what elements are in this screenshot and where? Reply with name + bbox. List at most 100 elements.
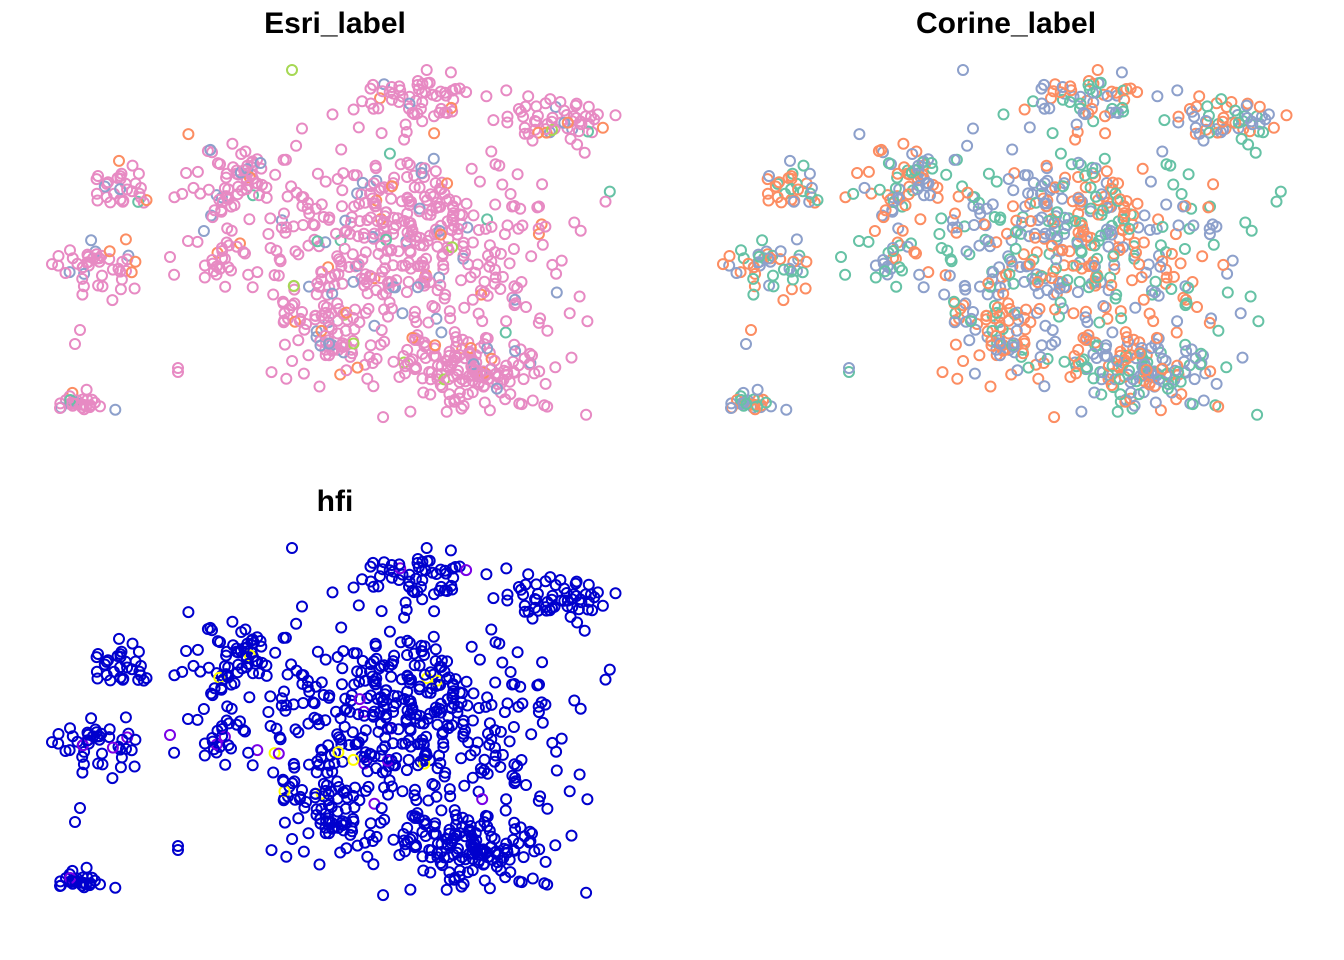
data-point bbox=[1174, 257, 1187, 270]
data-point bbox=[1089, 190, 1102, 203]
data-point bbox=[221, 191, 234, 204]
data-point bbox=[319, 653, 332, 666]
data-point bbox=[74, 324, 86, 336]
data-point bbox=[508, 777, 521, 790]
data-point bbox=[103, 245, 116, 258]
data-point bbox=[335, 817, 348, 830]
data-point bbox=[387, 355, 400, 368]
data-point bbox=[434, 857, 447, 870]
esri-panel: Esri_label bbox=[46, 7, 622, 424]
data-point bbox=[128, 282, 141, 295]
data-point bbox=[1041, 352, 1054, 365]
data-point bbox=[164, 251, 176, 263]
data-point bbox=[352, 736, 365, 749]
data-point bbox=[435, 326, 448, 339]
data-point bbox=[278, 685, 290, 698]
data-point bbox=[1235, 132, 1248, 145]
data-point bbox=[1274, 185, 1287, 198]
data-point bbox=[1146, 288, 1159, 301]
data-point bbox=[270, 722, 283, 735]
data-point bbox=[1203, 316, 1216, 329]
data-point bbox=[378, 659, 391, 672]
data-point bbox=[730, 267, 743, 279]
data-point bbox=[1020, 303, 1032, 316]
data-point bbox=[796, 266, 809, 279]
data-point bbox=[460, 197, 473, 210]
data-point bbox=[924, 189, 936, 202]
data-point bbox=[132, 645, 145, 658]
data-point bbox=[1135, 271, 1148, 284]
data-point bbox=[1051, 206, 1064, 219]
data-point bbox=[413, 680, 426, 693]
data-point bbox=[1244, 290, 1257, 303]
data-point bbox=[379, 740, 391, 753]
data-point bbox=[96, 747, 108, 760]
data-point bbox=[1082, 75, 1095, 87]
data-point bbox=[358, 709, 371, 722]
data-point bbox=[46, 736, 58, 749]
data-point bbox=[274, 733, 287, 746]
data-point bbox=[109, 403, 122, 416]
data-point bbox=[529, 123, 542, 136]
data-point bbox=[378, 78, 391, 91]
data-point bbox=[376, 288, 389, 301]
data-point bbox=[264, 242, 277, 254]
data-point bbox=[461, 388, 474, 401]
data-point bbox=[1100, 165, 1113, 178]
data-point bbox=[418, 190, 431, 203]
data-point bbox=[427, 152, 440, 165]
data-point bbox=[1003, 253, 1016, 266]
data-point bbox=[289, 315, 301, 328]
data-point bbox=[981, 288, 994, 301]
data-point bbox=[984, 380, 997, 393]
data-point bbox=[1133, 347, 1146, 360]
data-point bbox=[390, 274, 403, 287]
data-point bbox=[520, 301, 532, 313]
data-point bbox=[735, 244, 747, 257]
data-point bbox=[385, 243, 398, 256]
data-point bbox=[264, 720, 277, 732]
data-point bbox=[364, 339, 377, 352]
data-point bbox=[1106, 176, 1119, 189]
data-point bbox=[92, 757, 105, 770]
data-point bbox=[1191, 301, 1203, 313]
data-point bbox=[1058, 227, 1071, 240]
data-point bbox=[191, 165, 204, 178]
data-point bbox=[219, 758, 232, 771]
data-point bbox=[1164, 159, 1177, 172]
data-point bbox=[202, 661, 215, 674]
data-point bbox=[777, 263, 790, 276]
data-point bbox=[1094, 76, 1107, 89]
data-point bbox=[1149, 396, 1162, 409]
data-point bbox=[546, 258, 559, 271]
data-point bbox=[134, 659, 147, 672]
data-point bbox=[1075, 405, 1088, 418]
data-point bbox=[1189, 352, 1202, 365]
data-point bbox=[364, 575, 377, 588]
data-point bbox=[835, 251, 847, 263]
data-point bbox=[1072, 343, 1085, 356]
data-point bbox=[114, 170, 127, 183]
data-point bbox=[1149, 275, 1162, 288]
data-point bbox=[353, 693, 366, 706]
data-point bbox=[545, 115, 558, 128]
data-point bbox=[940, 168, 953, 181]
data-point bbox=[1123, 364, 1135, 377]
data-point bbox=[565, 351, 578, 364]
data-point bbox=[311, 167, 324, 180]
data-point bbox=[550, 286, 563, 299]
data-point bbox=[803, 195, 816, 208]
data-point bbox=[364, 187, 376, 200]
data-point bbox=[211, 157, 224, 170]
data-point bbox=[1156, 362, 1169, 375]
data-point bbox=[1188, 373, 1201, 386]
data-point bbox=[428, 127, 441, 140]
data-point bbox=[1149, 286, 1162, 299]
data-point bbox=[113, 632, 125, 645]
data-point bbox=[417, 737, 430, 750]
data-point bbox=[336, 815, 349, 828]
data-point bbox=[476, 315, 489, 328]
data-point bbox=[396, 259, 409, 272]
data-point bbox=[1071, 126, 1084, 138]
